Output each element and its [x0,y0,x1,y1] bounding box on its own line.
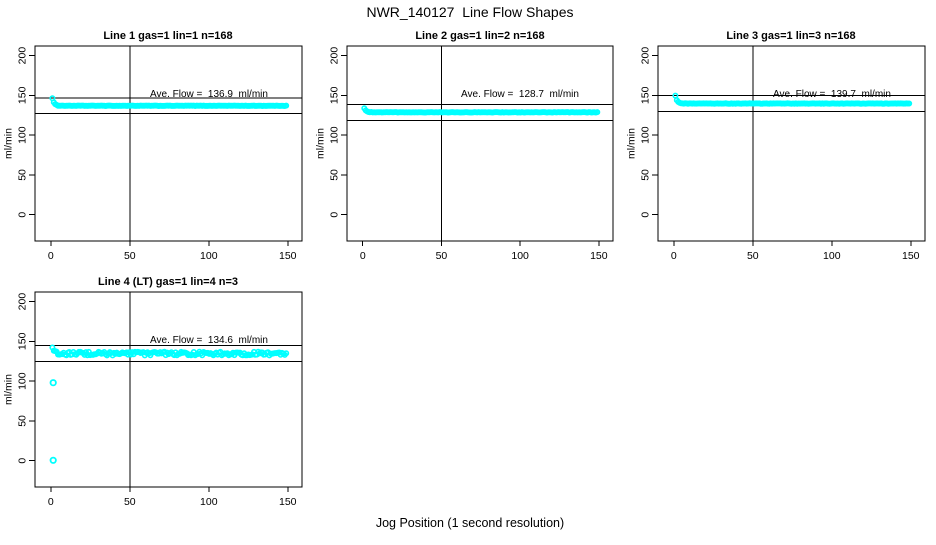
y-tick-label: 0 [640,212,652,218]
y-tick-label: 50 [640,169,652,181]
figure-xlabel: Jog Position (1 second resolution) [376,516,564,530]
panel-line-3: 0 50 100 150 0 50 100 150 200 ml/min [626,45,926,262]
y-tick-label: 0 [17,458,29,464]
y-tick-label: 0 [329,212,341,218]
panel-line-4: 0 50 100 150 0 50 100 150 200 ml/min [3,291,303,508]
y-axis-label: ml/min [3,128,15,159]
panel-3-aveflow-label: Ave. Flow = 139.7 ml/min [773,89,891,100]
data-points [672,92,913,107]
y-axis-label: ml/min [3,374,15,405]
plot-box [34,45,303,242]
panel-line-1: 0 50 100 150 0 50 100 150 200 ml/min [3,45,303,262]
figure-title: NWR_140127 Line Flow Shapes [366,4,573,20]
x-tick-label: 100 [823,250,841,262]
panel-2-aveflow-label: Ave. Flow = 128.7 ml/min [461,89,579,100]
x-axis: 0 50 100 150 [48,241,297,262]
panel-4-aveflow-label: Ave. Flow = 134.6 ml/min [150,335,268,346]
x-axis: 0 50 100 150 [671,241,920,262]
outlier-point [49,379,57,387]
y-tick-label: 100 [640,126,652,144]
x-tick-label: 0 [671,250,677,262]
y-tick-label: 50 [17,169,29,181]
plot-box [657,45,926,242]
y-tick-label: 200 [17,47,29,65]
panel-4-title: Line 4 (LT) gas=1 lin=4 n=3 [98,276,238,288]
x-tick-label: 50 [124,496,136,508]
plot-box [346,45,614,242]
x-tick-label: 150 [902,250,920,262]
plot-box [34,291,303,488]
y-tick-label: 100 [17,126,29,144]
data-points [49,344,290,464]
y-tick-label: 200 [17,293,29,311]
panel-1-title: Line 1 gas=1 lin=1 n=168 [103,30,232,42]
y-tick-label: 200 [329,47,341,65]
x-axis: 0 50 100 150 [48,487,297,508]
y-axis: 0 50 100 150 200 ml/min [3,47,35,218]
y-tick-label: 100 [329,126,341,144]
x-tick-label: 0 [48,250,54,262]
outlier-point [49,456,57,464]
panel-2-title: Line 2 gas=1 lin=2 n=168 [415,30,544,42]
y-tick-label: 150 [640,86,652,104]
y-axis: 0 50 100 150 200 ml/min [626,47,658,218]
panel-1-aveflow-label: Ave. Flow = 136.9 ml/min [150,89,268,100]
y-tick-label: 150 [17,86,29,104]
x-tick-label: 0 [48,496,54,508]
x-tick-label: 150 [279,496,297,508]
x-axis: 0 50 100 150 [360,241,608,262]
panel-line-2: 0 50 100 150 0 50 100 150 200 ml/min [315,45,614,262]
x-tick-label: 100 [200,250,218,262]
panel-3-title: Line 3 gas=1 lin=3 n=168 [726,30,855,42]
x-tick-label: 0 [360,250,366,262]
data-points [49,95,290,110]
y-tick-label: 50 [17,415,29,427]
y-axis-label: ml/min [626,128,638,159]
y-tick-label: 150 [329,86,341,104]
data-points [361,105,601,116]
x-tick-label: 150 [279,250,297,262]
y-tick-label: 150 [17,332,29,350]
y-axis-label: ml/min [315,128,327,159]
x-tick-label: 50 [124,250,136,262]
x-tick-label: 100 [200,496,218,508]
y-tick-label: 100 [17,372,29,390]
x-tick-label: 150 [590,250,608,262]
x-tick-label: 50 [436,250,448,262]
x-tick-label: 50 [747,250,759,262]
y-axis: 0 50 100 150 200 ml/min [315,47,347,218]
y-axis: 0 50 100 150 200 ml/min [3,293,35,464]
y-tick-label: 200 [640,47,652,65]
x-tick-label: 100 [511,250,529,262]
y-tick-label: 50 [329,169,341,181]
y-tick-label: 0 [17,212,29,218]
